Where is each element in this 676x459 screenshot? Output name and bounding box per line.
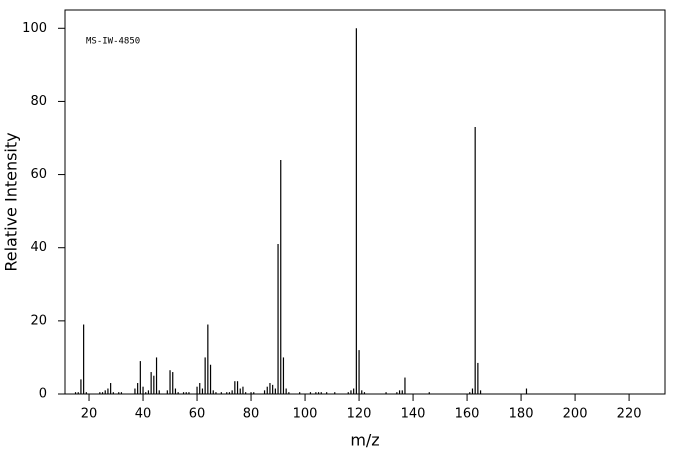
x-tick-label: 60 (189, 407, 206, 422)
y-axis-label: Relative Intensity (2, 132, 21, 271)
x-tick-label: 140 (401, 407, 426, 422)
x-tick-label: 220 (617, 407, 642, 422)
x-tick-label: 40 (135, 407, 152, 422)
y-tick-label: 60 (30, 167, 47, 182)
x-tick-label: 100 (293, 407, 318, 422)
y-tick-label: 80 (30, 94, 47, 109)
y-tick-label: 40 (30, 240, 47, 255)
y-tick-label: 100 (22, 21, 47, 36)
x-tick-label: 20 (81, 407, 98, 422)
x-tick-label: 80 (243, 407, 260, 422)
annotation: MS-IW-4850 (86, 37, 140, 47)
y-tick-label: 20 (30, 313, 47, 328)
y-tick-label: 0 (39, 387, 47, 402)
plot-frame (64, 9, 666, 395)
x-tick-label: 160 (455, 407, 480, 422)
x-axis-label: m/z (350, 431, 379, 450)
x-tick-label: 200 (563, 407, 588, 422)
x-tick-label: 120 (347, 407, 372, 422)
x-tick-label: 180 (509, 407, 534, 422)
